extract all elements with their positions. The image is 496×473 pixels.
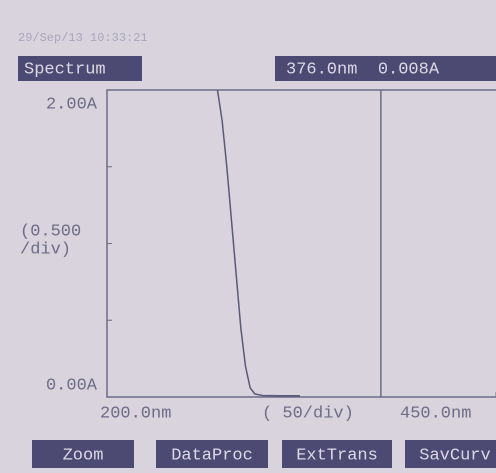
mode: Spectrum xyxy=(24,60,106,79)
y-tick-label: 0.00A xyxy=(46,376,98,395)
x-axis-label: ( 50/div) xyxy=(262,404,354,423)
spectrum-line xyxy=(216,89,300,397)
y-tick-label: 2.00A xyxy=(46,95,98,114)
button-label[interactable]: SavCurv xyxy=(419,446,490,465)
button-label[interactable]: ExtTrans xyxy=(296,446,378,465)
button-label[interactable]: Zoom xyxy=(63,446,104,465)
readout: 376.0nm 0.008A xyxy=(286,60,440,79)
readout-box xyxy=(275,56,496,81)
y-axis-label: (0.500 xyxy=(20,222,81,241)
button[interactable] xyxy=(405,440,496,468)
x-tick-label: 200.0nm xyxy=(100,404,171,423)
mode-box xyxy=(18,56,142,81)
button-label[interactable]: DataProc xyxy=(171,446,253,465)
button[interactable] xyxy=(156,440,268,468)
button[interactable] xyxy=(32,440,134,468)
datetime: 29/Sep/13 10:33:21 xyxy=(18,31,148,45)
y-axis-label: /div) xyxy=(20,240,71,259)
button[interactable] xyxy=(282,440,392,468)
x-tick-label: 450.0nm xyxy=(400,404,471,423)
